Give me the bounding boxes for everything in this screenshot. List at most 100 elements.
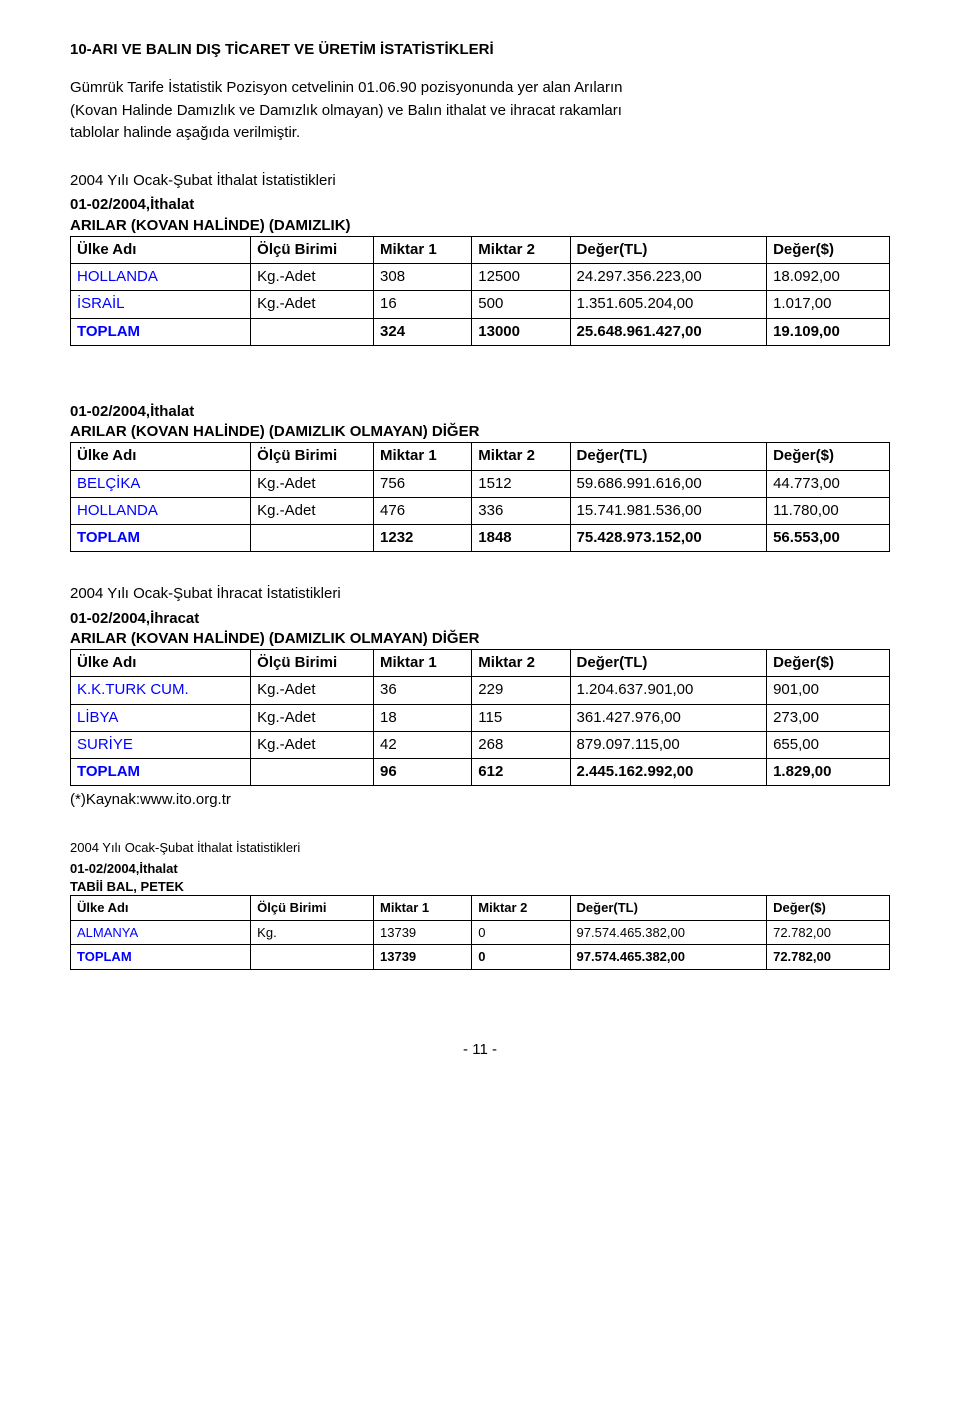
table-cell: 1.829,00	[767, 759, 890, 786]
table-cell: Kg.-Adet	[251, 677, 374, 704]
table-total-row: TOPLAM13739097.574.465.382,0072.782,00	[71, 945, 890, 970]
column-header: Ölçü Birimi	[251, 650, 374, 677]
table-cell: 44.773,00	[767, 470, 890, 497]
table-cell: Kg.-Adet	[251, 470, 374, 497]
table-cell: TOPLAM	[71, 318, 251, 345]
table-cell: 18	[374, 704, 472, 731]
table-row: İSRAİLKg.-Adet165001.351.605.204,001.017…	[71, 291, 890, 318]
table-cell: TOPLAM	[71, 945, 251, 970]
table-total-row: TOPLAM966122.445.162.992,001.829,00	[71, 759, 890, 786]
table-cell: 1.017,00	[767, 291, 890, 318]
table-cell: 268	[472, 731, 570, 758]
table-cell: 97.574.465.382,00	[570, 945, 767, 970]
table-cell: 13000	[472, 318, 570, 345]
table-cell: Kg.-Adet	[251, 497, 374, 524]
table-header-row: Ülke AdıÖlçü BirimiMiktar 1Miktar 2Değer…	[71, 896, 890, 921]
table-preheader-line: 01-02/2004,İthalat	[70, 860, 890, 878]
column-header: Değer(TL)	[570, 650, 767, 677]
table-cell: 655,00	[767, 731, 890, 758]
table-cell: 72.782,00	[767, 920, 890, 945]
table-cell: 0	[472, 920, 570, 945]
table-cell: SURİYE	[71, 731, 251, 758]
table-cell: 13739	[374, 945, 472, 970]
section-heading: 2004 Yılı Ocak-Şubat İhracat İstatistikl…	[70, 584, 890, 604]
table-cell: 97.574.465.382,00	[570, 920, 767, 945]
table-preheader-line: ARILAR (KOVAN HALİNDE) (DAMIZLIK)	[70, 216, 890, 236]
table-preheader-line: 01-02/2004,İthalat	[70, 402, 890, 422]
table-header-row: Ülke AdıÖlçü BirimiMiktar 1Miktar 2Değer…	[71, 650, 890, 677]
column-header: Ölçü Birimi	[251, 443, 374, 470]
table-cell: 612	[472, 759, 570, 786]
column-header: Miktar 1	[374, 443, 472, 470]
table-cell: İSRAİL	[71, 291, 251, 318]
table-cell: 1512	[472, 470, 570, 497]
table-row: ALMANYAKg.13739097.574.465.382,0072.782,…	[71, 920, 890, 945]
table-cell: 1.204.637.901,00	[570, 677, 767, 704]
table-cell: 756	[374, 470, 472, 497]
table-cell: 336	[472, 497, 570, 524]
table-preheader-line: ARILAR (KOVAN HALİNDE) (DAMIZLIK OLMAYAN…	[70, 422, 890, 442]
table-cell: 18.092,00	[767, 264, 890, 291]
table-preheader-line: ARILAR (KOVAN HALİNDE) (DAMIZLIK OLMAYAN…	[70, 629, 890, 649]
table-cell: 324	[374, 318, 472, 345]
table-row: LİBYAKg.-Adet18115361.427.976,00273,00	[71, 704, 890, 731]
table-preheader-line: 01-02/2004,İthalat	[70, 195, 890, 215]
table-cell: 361.427.976,00	[570, 704, 767, 731]
column-header: Değer(TL)	[570, 236, 767, 263]
table-cell: ALMANYA	[71, 920, 251, 945]
column-header: Miktar 2	[472, 650, 570, 677]
table-cell: 75.428.973.152,00	[570, 525, 767, 552]
table-footnote: (*)Kaynak:www.ito.org.tr	[70, 790, 890, 810]
table-cell: BELÇİKA	[71, 470, 251, 497]
column-header: Değer(TL)	[570, 443, 767, 470]
column-header: Ölçü Birimi	[251, 236, 374, 263]
data-table: Ülke AdıÖlçü BirimiMiktar 1Miktar 2Değer…	[70, 649, 890, 786]
column-header: Değer($)	[767, 650, 890, 677]
column-header: Değer($)	[767, 443, 890, 470]
column-header: Ülke Adı	[71, 443, 251, 470]
table-row: K.K.TURK CUM.Kg.-Adet362291.204.637.901,…	[71, 677, 890, 704]
column-header: Miktar 1	[374, 650, 472, 677]
table-cell: 500	[472, 291, 570, 318]
table-header-row: Ülke AdıÖlçü BirimiMiktar 1Miktar 2Değer…	[71, 236, 890, 263]
table-cell: 56.553,00	[767, 525, 890, 552]
table-cell: LİBYA	[71, 704, 251, 731]
table-cell: Kg.-Adet	[251, 291, 374, 318]
column-header: Ülke Adı	[71, 896, 251, 921]
table-cell: 12500	[472, 264, 570, 291]
table-cell: 1.351.605.204,00	[570, 291, 767, 318]
data-table: Ülke AdıÖlçü BirimiMiktar 1Miktar 2Değer…	[70, 895, 890, 970]
table-cell: 16	[374, 291, 472, 318]
table-cell: 15.741.981.536,00	[570, 497, 767, 524]
table-cell: 42	[374, 731, 472, 758]
column-header: Ülke Adı	[71, 236, 251, 263]
table-cell: 308	[374, 264, 472, 291]
section-heading: 2004 Yılı Ocak-Şubat İthalat İstatistikl…	[70, 171, 890, 191]
section-gap	[70, 811, 890, 839]
column-header: Miktar 2	[472, 896, 570, 921]
column-header: Miktar 2	[472, 236, 570, 263]
document-title: 10-ARI VE BALIN DIŞ TİCARET VE ÜRETİM İS…	[70, 40, 890, 60]
table-cell: 1848	[472, 525, 570, 552]
table-cell: 229	[472, 677, 570, 704]
table-preheader-line: TABİİ BAL, PETEK	[70, 878, 890, 896]
table-cell: 24.297.356.223,00	[570, 264, 767, 291]
section-gap	[70, 556, 890, 584]
intro-line: (Kovan Halinde Damızlık ve Damızlık olma…	[70, 101, 890, 121]
column-header: Değer($)	[767, 236, 890, 263]
table-total-row: TOPLAM3241300025.648.961.427,0019.109,00	[71, 318, 890, 345]
table-cell: 2.445.162.992,00	[570, 759, 767, 786]
table-cell: 72.782,00	[767, 945, 890, 970]
column-header: Miktar 1	[374, 896, 472, 921]
table-cell: TOPLAM	[71, 525, 251, 552]
table-cell: Kg.-Adet	[251, 731, 374, 758]
table-total-row: TOPLAM1232184875.428.973.152,0056.553,00	[71, 525, 890, 552]
table-cell: 25.648.961.427,00	[570, 318, 767, 345]
table-cell	[251, 945, 374, 970]
table-cell: 59.686.991.616,00	[570, 470, 767, 497]
table-cell: 11.780,00	[767, 497, 890, 524]
table-cell: Kg.	[251, 920, 374, 945]
data-table: Ülke AdıÖlçü BirimiMiktar 1Miktar 2Değer…	[70, 236, 890, 346]
column-header: Miktar 1	[374, 236, 472, 263]
table-cell: 96	[374, 759, 472, 786]
